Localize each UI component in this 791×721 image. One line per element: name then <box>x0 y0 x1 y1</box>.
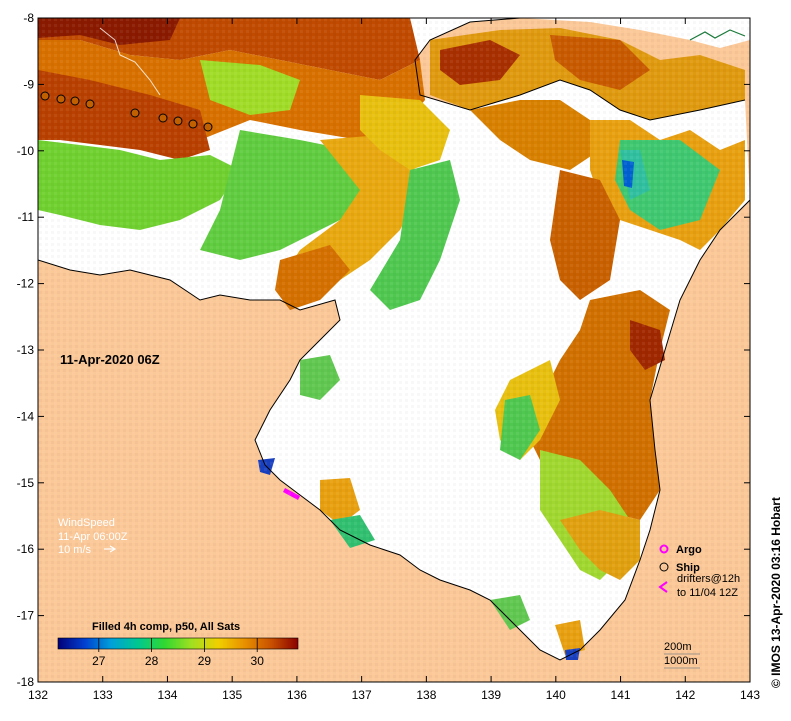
obs-legend: Argo Ship drifters@12h to 11/04 12Z <box>658 544 740 599</box>
wind-title: WindSpeed <box>58 517 115 529</box>
colorbar-ticks: 27 28 29 30 <box>92 638 264 668</box>
x-tick-label: 139 <box>481 688 501 702</box>
depth-legend: 200m 1000m <box>664 641 700 669</box>
wind-arrow-icon <box>104 545 117 553</box>
y-tick-label: -18 <box>17 675 35 689</box>
x-tick-label: 143 <box>740 688 760 702</box>
ship-icon <box>659 562 669 572</box>
y-tick-label: -12 <box>17 277 35 291</box>
x-tick-label: 132 <box>28 688 48 702</box>
date-label: 11-Apr-2020 06Z <box>60 352 160 367</box>
drifters-label-2: to 11/04 12Z <box>677 587 738 599</box>
credit-label: © IMOS 13-Apr-2020 03:16 Hobart <box>769 497 783 688</box>
x-tick-label: 137 <box>352 688 372 702</box>
coastline <box>38 199 750 661</box>
y-tick-label: -14 <box>17 409 35 423</box>
colorbar: Filled 4h comp, p50, All Sats 27 28 29 30 <box>57 621 299 668</box>
x-tick-label: 134 <box>157 688 177 702</box>
y-tick-label: -13 <box>17 343 35 357</box>
x-tick-label: 133 <box>93 688 113 702</box>
colorbar-tick-label: 30 <box>251 654 265 668</box>
wind-scale: 10 m/s <box>58 544 92 556</box>
wind-legend: WindSpeed 11-Apr 06:00Z 10 m/s <box>58 517 128 556</box>
colorbar-tick-label: 28 <box>145 654 159 668</box>
wind-time: 11-Apr 06:00Z <box>58 531 128 543</box>
x-tick-label: 135 <box>222 688 242 702</box>
colorbar-tick-label: 29 <box>198 654 212 668</box>
x-tick-label: 141 <box>611 688 631 702</box>
y-tick-label: -15 <box>17 476 35 490</box>
x-axis-ticks: 132 133 134 135 136 137 138 139 140 141 142 143 <box>28 18 760 702</box>
y-tick-label: -8 <box>23 11 34 25</box>
y-axis-ticks: -8 -9 -10 -11 -12 -13 -14 -15 -16 -17 -18 <box>17 11 750 689</box>
depth-200m-label: 200m <box>664 641 692 653</box>
y-tick-label: -10 <box>17 144 35 158</box>
drifter-icon <box>658 581 668 593</box>
argo-label: Argo <box>676 544 702 556</box>
colorbar-title: Filled 4h comp, p50, All Sats <box>92 621 240 633</box>
x-tick-label: 136 <box>287 688 307 702</box>
colorbar-bar <box>57 637 299 650</box>
y-tick-label: -16 <box>17 542 35 556</box>
y-tick-label: -17 <box>17 609 35 623</box>
x-tick-label: 138 <box>416 688 436 702</box>
colorbar-tick-label: 27 <box>92 654 106 668</box>
argo-icon <box>659 544 669 554</box>
drifters-label-1: drifters@12h <box>677 573 740 585</box>
depth-1000m-label: 1000m <box>664 655 698 667</box>
x-tick-label: 142 <box>675 688 695 702</box>
y-tick-label: -9 <box>23 77 34 91</box>
ship-observations <box>40 91 213 132</box>
ship-label: Ship <box>676 562 700 574</box>
x-tick-label: 140 <box>546 688 566 702</box>
y-tick-label: -11 <box>18 210 35 224</box>
